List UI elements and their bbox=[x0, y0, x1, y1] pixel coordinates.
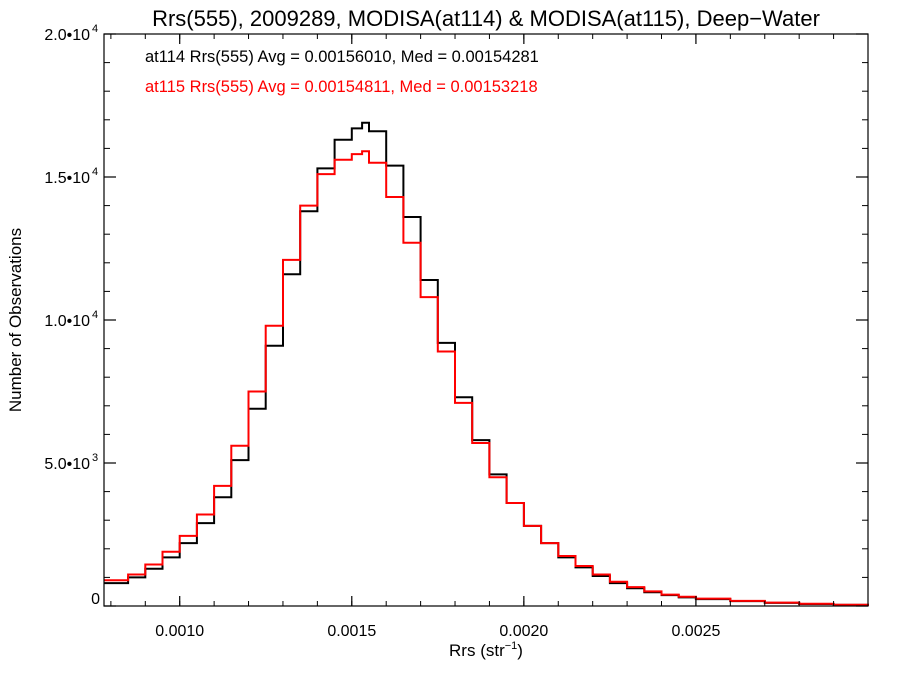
y-tick-label: 1.0•10 bbox=[44, 313, 90, 330]
y-tick-exponent: 4 bbox=[92, 166, 98, 178]
y-axis-title: Number of Observations bbox=[6, 228, 25, 412]
y-axis: 05.0•10 31.0•10 41.5•10 42.0•10 4 bbox=[44, 23, 868, 608]
y-tick-exponent: 4 bbox=[92, 309, 98, 321]
x-tick-label: 0.0020 bbox=[499, 623, 548, 640]
x-axis-title: Rrs (str−1) bbox=[449, 640, 523, 660]
series-line-2 bbox=[104, 150, 869, 606]
x-tick-label: 0.0010 bbox=[155, 623, 204, 640]
y-tick-label: 0 bbox=[91, 591, 100, 608]
y-tick-label: 5.0•10 bbox=[44, 456, 90, 473]
x-tick-label: 0.0025 bbox=[671, 623, 720, 640]
annotation-at114: at114 Rrs(555) Avg = 0.00156010, Med = 0… bbox=[145, 48, 539, 66]
x-axis: 0.0010 0.0015 0.0020 0.0025 bbox=[110, 34, 869, 640]
chart-title: Rrs(555), 2009289, MODISA(at114) & MODIS… bbox=[152, 6, 820, 31]
annotation-at115: at115 Rrs(555) Avg = 0.00154811, Med = 0… bbox=[145, 78, 538, 96]
y-tick-label: 2.0•10 bbox=[44, 27, 90, 44]
y-tick-exponent: 4 bbox=[92, 23, 98, 35]
y-tick-exponent: 3 bbox=[92, 452, 98, 464]
series-group bbox=[104, 121, 869, 606]
plot-frame bbox=[103, 33, 869, 607]
y-tick-label: 1.5•10 bbox=[44, 170, 90, 187]
annotations: at114 Rrs(555) Avg = 0.00156010, Med = 0… bbox=[145, 48, 539, 96]
series-line-1 bbox=[104, 121, 869, 606]
x-tick-label: 0.0015 bbox=[327, 623, 376, 640]
